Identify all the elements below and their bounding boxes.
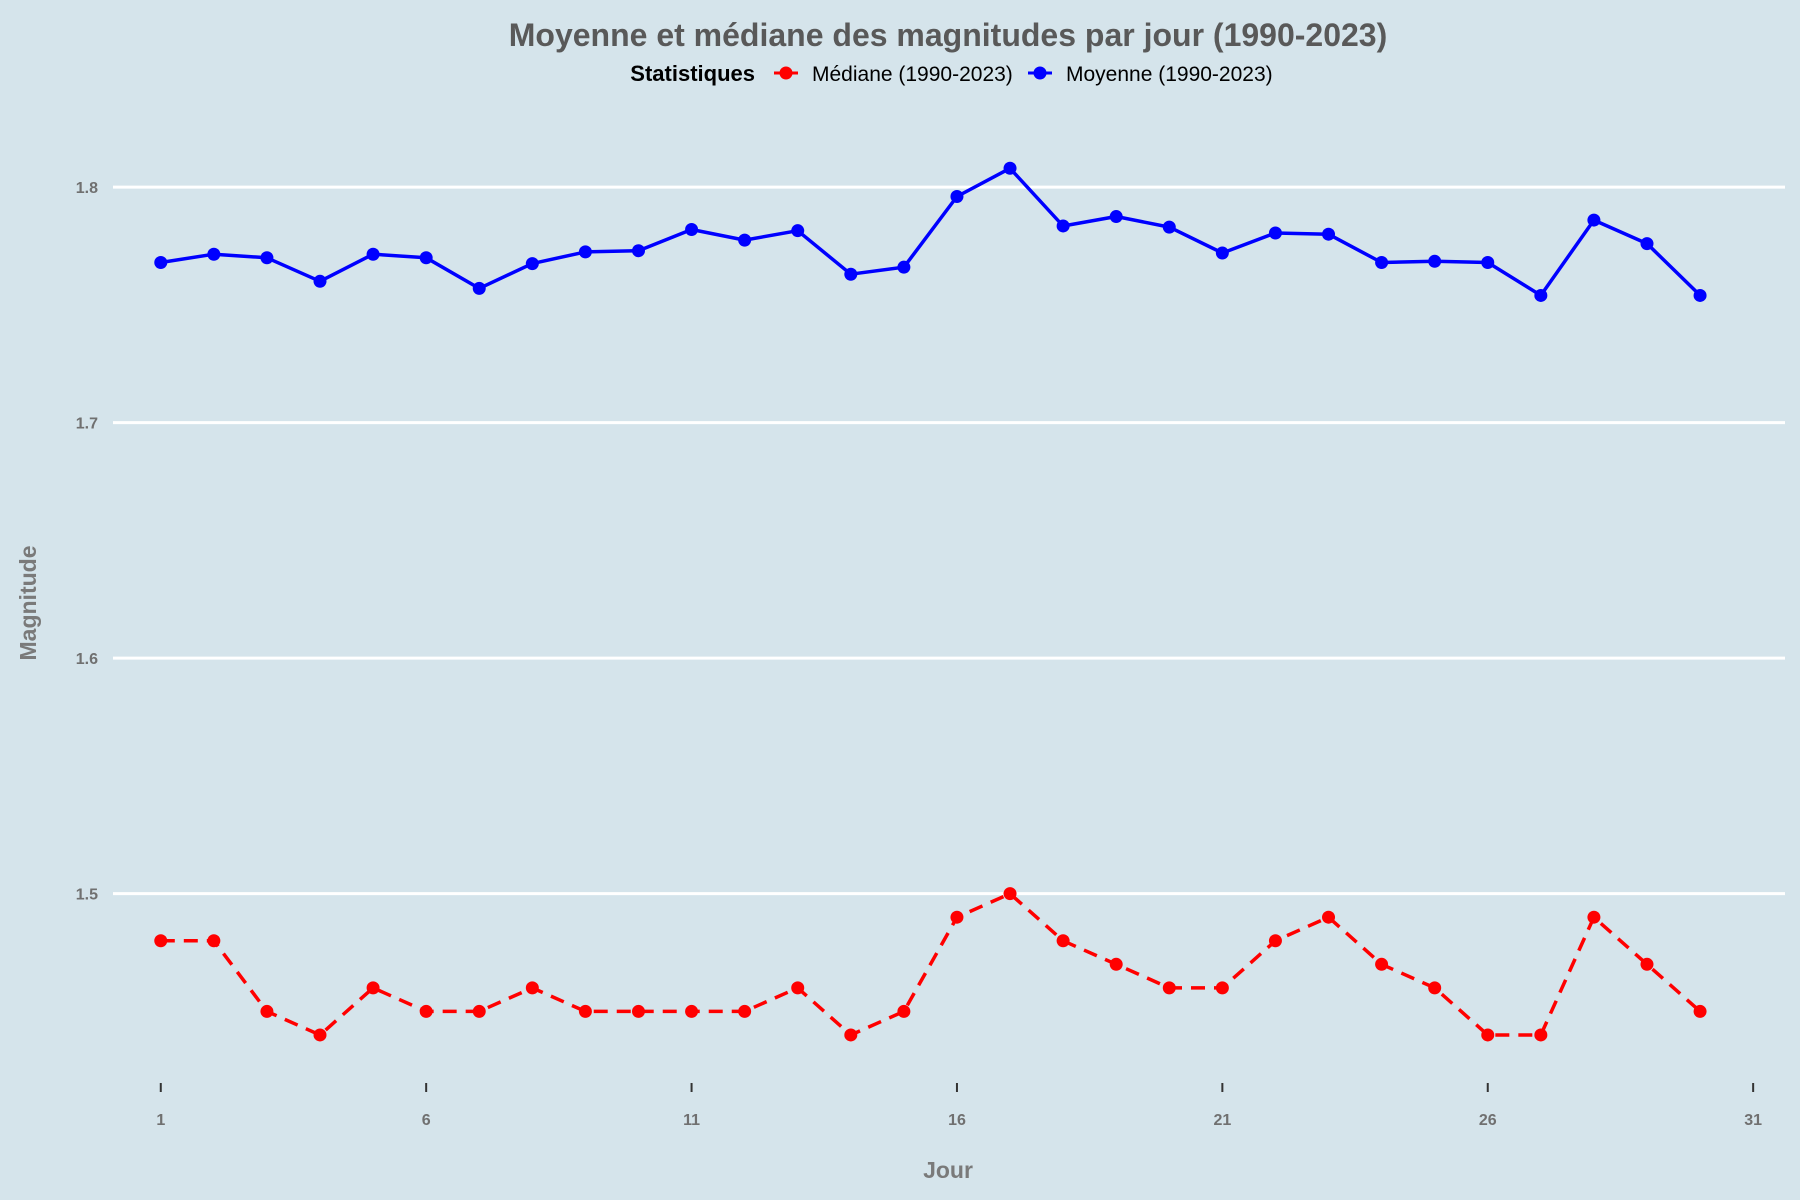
data-point-median — [1693, 1004, 1707, 1018]
data-point-median — [1481, 1028, 1495, 1042]
y-tick-label: 1.8 — [76, 180, 98, 197]
data-point-mean — [897, 260, 911, 274]
chart-title: Moyenne et médiane des magnitudes par jo… — [509, 17, 1388, 53]
x-axis-title: Jour — [923, 1157, 973, 1183]
x-axis-ticks: 1 6 11 16 21 26 31 — [156, 1083, 1762, 1129]
x-tick-label: 16 — [948, 1112, 966, 1129]
data-point-median — [1640, 957, 1654, 971]
data-point-median — [1003, 887, 1017, 901]
data-point-mean — [631, 244, 645, 258]
data-point-median — [472, 1004, 486, 1018]
data-point-median — [1215, 981, 1229, 995]
data-point-median — [791, 981, 805, 995]
data-point-median — [1056, 934, 1070, 948]
data-point-mean — [1268, 226, 1282, 240]
data-point-mean — [154, 255, 168, 269]
data-point-median — [631, 1004, 645, 1018]
data-point-median — [738, 1004, 752, 1018]
series-line-median — [160, 891, 1702, 1037]
data-point-mean — [844, 267, 858, 281]
data-point-mean — [366, 247, 380, 261]
legend-mean-swatch-marker — [1033, 66, 1047, 80]
data-point-median — [950, 910, 964, 924]
data-point-median — [1534, 1028, 1548, 1042]
data-point-mean — [1056, 219, 1070, 233]
x-tick-label: 1 — [156, 1112, 165, 1129]
x-tick-label: 31 — [1744, 1112, 1762, 1129]
series-line-mean — [160, 166, 1702, 298]
data-point-mean — [207, 247, 221, 261]
data-point-median — [207, 934, 221, 948]
legend-item-mean: Moyenne (1990-2023) — [1028, 63, 1273, 86]
data-point-median — [154, 934, 168, 948]
data-point-median — [1428, 981, 1442, 995]
data-point-mean — [1109, 210, 1123, 224]
legend-median-swatch-marker — [779, 66, 793, 80]
x-tick-label: 21 — [1213, 1112, 1231, 1129]
legend-median-label: Médiane (1990-2023) — [812, 63, 1013, 86]
data-point-mean — [260, 251, 274, 265]
data-point-mean — [472, 281, 486, 295]
data-point-mean — [419, 251, 433, 265]
data-point-mean — [685, 222, 699, 236]
series-median — [154, 887, 1707, 1042]
x-tick-label: 6 — [422, 1112, 431, 1129]
legend: Statistiques Médiane (1990-2023) Moyenne… — [630, 61, 1272, 86]
data-point-median — [260, 1004, 274, 1018]
gridlines — [113, 185, 1785, 896]
series-mean — [154, 161, 1707, 302]
data-point-median — [844, 1028, 858, 1042]
data-point-median — [366, 981, 380, 995]
data-point-median — [1375, 957, 1389, 971]
data-point-median — [525, 981, 539, 995]
data-point-mean — [791, 224, 805, 238]
x-tick-label: 26 — [1479, 1112, 1497, 1129]
data-point-mean — [1640, 237, 1654, 251]
data-point-median — [578, 1004, 592, 1018]
data-point-mean — [578, 245, 592, 259]
data-point-mean — [1481, 255, 1495, 269]
y-axis-title: Magnitude — [15, 546, 41, 661]
data-point-median — [1268, 934, 1282, 948]
data-point-median — [1162, 981, 1176, 995]
data-point-mean — [1003, 161, 1017, 175]
data-point-mean — [1428, 254, 1442, 268]
data-point-median — [1587, 910, 1601, 924]
data-point-median — [685, 1004, 699, 1018]
data-point-median — [897, 1004, 911, 1018]
data-point-mean — [738, 233, 752, 247]
y-tick-label: 1.7 — [76, 416, 98, 433]
data-point-mean — [1534, 288, 1548, 302]
data-point-mean — [525, 257, 539, 271]
data-point-mean — [1215, 246, 1229, 260]
data-point-mean — [950, 190, 964, 204]
data-point-median — [1322, 910, 1336, 924]
data-point-median — [1109, 957, 1123, 971]
legend-title: Statistiques — [630, 61, 755, 86]
data-point-mean — [1693, 288, 1707, 302]
data-point-mean — [1322, 227, 1336, 241]
data-point-mean — [313, 274, 327, 288]
data-point-mean — [1375, 255, 1389, 269]
series-layer — [154, 161, 1707, 1042]
data-point-mean — [1162, 220, 1176, 234]
legend-item-median: Médiane (1990-2023) — [774, 63, 1013, 86]
y-tick-label: 1.6 — [76, 651, 98, 668]
x-tick-label: 11 — [683, 1112, 700, 1129]
y-tick-label: 1.5 — [76, 887, 98, 904]
data-point-median — [419, 1004, 433, 1018]
y-axis-ticks: 1.5 1.6 1.7 1.8 — [76, 180, 98, 904]
data-point-mean — [1587, 213, 1601, 227]
data-point-median — [313, 1028, 327, 1042]
legend-mean-label: Moyenne (1990-2023) — [1066, 63, 1273, 86]
